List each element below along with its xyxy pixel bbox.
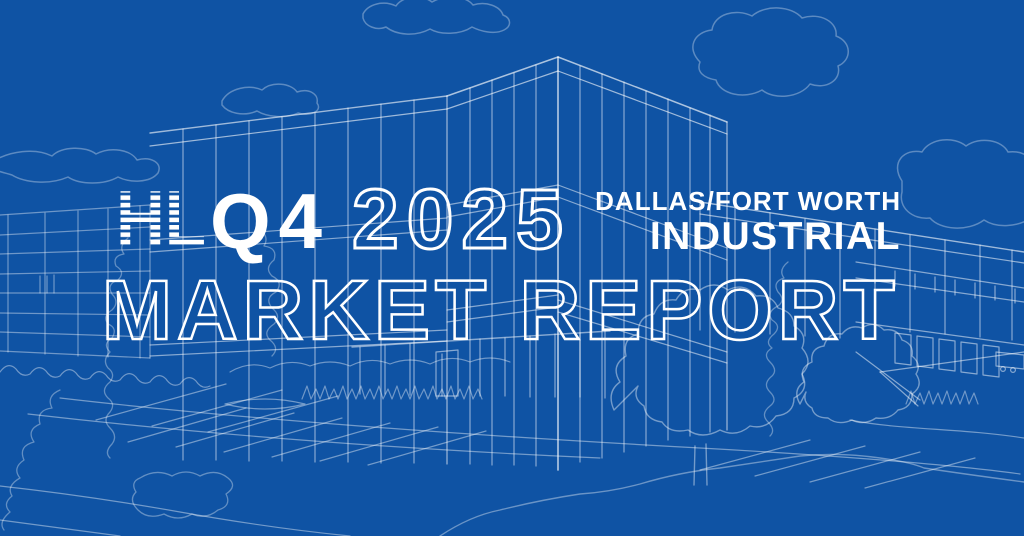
region-block: DALLAS/FORT WORTH INDUSTRIAL xyxy=(595,188,901,256)
cloud-sketches xyxy=(0,0,1024,229)
warehouse-sketch xyxy=(699,201,1024,439)
shrub-outline-sketches xyxy=(1,227,789,531)
hl-logo-monogram: HL xyxy=(116,188,206,250)
region-label: DALLAS/FORT WORTH xyxy=(595,186,901,216)
hedge-sketch xyxy=(0,357,979,405)
quarter-label: Q4 xyxy=(210,177,331,265)
parking-lot-sketch xyxy=(0,383,1021,536)
year-label: 2025 xyxy=(351,172,571,266)
left-facade-sketch xyxy=(0,204,151,359)
storefront-sketch xyxy=(351,330,611,399)
tree-sketches xyxy=(439,284,1024,536)
office-tower-sketch xyxy=(149,56,728,471)
sector-label: INDUSTRIAL xyxy=(649,215,901,258)
report-title: MARKET REPORT xyxy=(101,263,900,357)
hl-logo: HL xyxy=(116,188,206,250)
